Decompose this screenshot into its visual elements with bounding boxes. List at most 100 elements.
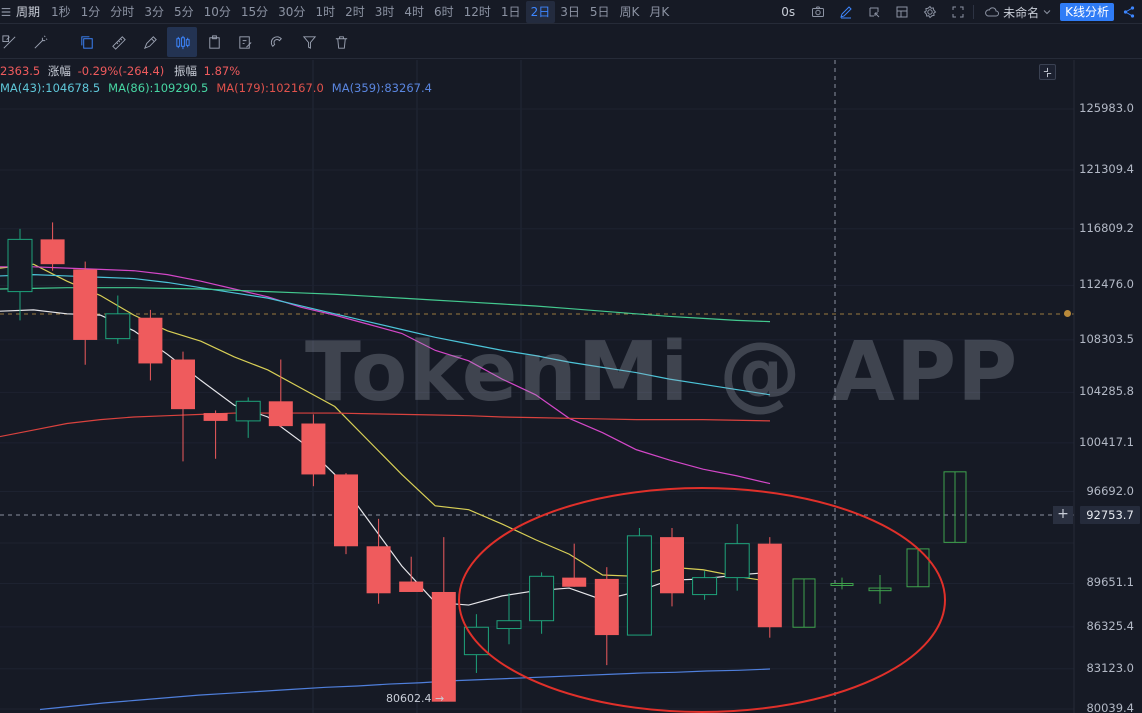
timeframe-list: 1秒 1分 分时 3分 5分 10分 15分 30分 1时 2时 3时 4时 6时 12时 1日 2日 3日 5日… [46, 0, 674, 23]
layout-icon[interactable] [891, 1, 913, 23]
candle-body-down [301, 423, 326, 475]
timeframe-19[interactable]: 月K [649, 4, 670, 19]
candlestick-chart[interactable] [0, 60, 1142, 713]
collapse-icon [1043, 67, 1052, 77]
pencil-icon[interactable] [835, 1, 857, 23]
chart-canvas[interactable] [0, 60, 1142, 713]
forecast-candle-body [943, 471, 967, 543]
collapse-legend-button[interactable] [1039, 64, 1056, 80]
candle-body-up [7, 238, 33, 293]
timeframe-16[interactable]: 3日 [560, 4, 580, 19]
amplitude-value: 1.87% [203, 64, 241, 78]
candle-body-up [724, 543, 750, 579]
candle-body-down [399, 581, 424, 592]
forecast-candle-body [830, 582, 854, 586]
timeframe-6[interactable]: 15分 [240, 4, 269, 19]
fullscreen-icon[interactable] [947, 1, 969, 23]
brush-tool-icon[interactable] [135, 27, 165, 57]
divider [973, 5, 975, 19]
ma-legend-item: MA(359):83267.4 [331, 81, 432, 95]
sidebar-toggle-icon[interactable] [0, 1, 12, 23]
candle-body-up [529, 575, 555, 622]
settings-icon[interactable] [919, 1, 941, 23]
timeframe-1[interactable]: 1分 [80, 4, 101, 19]
filter-tool-icon[interactable] [294, 27, 324, 57]
ma-legend-item: MA(179):102167.0 [216, 81, 324, 95]
candle-body-down [171, 359, 195, 410]
candle-body-down [268, 401, 293, 427]
timeframe-3[interactable]: 3分 [144, 4, 164, 19]
timeframe-14[interactable]: 1日 [500, 4, 521, 19]
ruler-tool-icon[interactable] [103, 27, 133, 57]
candle-body-down [334, 474, 358, 547]
timeframe-toolbar: 周期 1秒 1分 分时 3分 5分 10分 15分 30分 1时 2时 3时 4时 6时 12时 1日 2日 3… [0, 0, 1142, 24]
candle-body-up [496, 620, 522, 630]
candle-body-down [431, 591, 456, 702]
ma-line-blue [39, 668, 771, 711]
current-price-tag: 92753.7 [1080, 506, 1140, 524]
timeframe-18[interactable]: 周K [619, 4, 640, 19]
camera-icon[interactable] [807, 1, 829, 23]
price-axis-label: 83123.0 [1086, 660, 1134, 675]
drawing-toolbar [0, 25, 1142, 59]
clipboard-tool-icon[interactable] [199, 27, 229, 57]
share-icon[interactable] [1118, 1, 1140, 23]
timeframe-17[interactable]: 5日 [589, 4, 610, 19]
add-alert-button[interactable]: + [1053, 506, 1073, 524]
candle-body-up [692, 577, 718, 596]
ma-legend: MA(43):104678.5 MA(86):109290.5 MA(179):10… [0, 81, 440, 95]
forecast-candle-body [868, 587, 892, 592]
magnet-tool-icon[interactable] [262, 27, 292, 57]
price-axis-label: 89651.1 [1086, 575, 1134, 590]
timeframe-5[interactable]: 10分 [203, 4, 231, 19]
price-axis-label: 125983.0 [1079, 101, 1134, 115]
timeframe-11[interactable]: 4时 [404, 4, 424, 19]
timeframe-7[interactable]: 30分 [278, 4, 306, 19]
timeframe-8[interactable]: 1时 [315, 4, 336, 19]
amplitude-label: 振幅 [173, 64, 197, 78]
select-icon[interactable] [863, 1, 885, 23]
timeframe-9[interactable]: 2时 [345, 4, 365, 19]
candlestick-tool-icon[interactable] [167, 27, 197, 57]
price-axis-label: 116809.2 [1079, 220, 1134, 235]
ma-line-cyan [0, 274, 771, 396]
forecast-candle-body [792, 578, 816, 628]
timeframe-13[interactable]: 12时 [463, 4, 491, 19]
ma-line-green [0, 287, 771, 323]
layout-name: 未命名 [1003, 5, 1040, 20]
alert-marker[interactable] [1064, 310, 1071, 317]
candle-body-up [105, 313, 131, 340]
candle-body-down [594, 578, 619, 636]
edit-note-tool-icon[interactable] [230, 27, 260, 57]
timeframe-0[interactable]: 1秒 [51, 4, 71, 19]
layout-name-dropdown[interactable]: 未命名 [984, 4, 1052, 21]
copy-tool-icon[interactable] [72, 27, 102, 57]
candle-body-down [660, 537, 684, 594]
timeframe-2[interactable]: 分时 [110, 4, 135, 19]
low-price-value: 80602.4 [386, 692, 432, 705]
candle-body-down [40, 239, 65, 265]
timeframe-12[interactable]: 6时 [434, 4, 454, 19]
price-axis-label: 86325.4 [1086, 618, 1134, 633]
magic-tool-icon[interactable] [25, 27, 55, 57]
trash-tool-icon[interactable] [326, 27, 356, 57]
chevron-down-icon [1043, 10, 1051, 15]
timeframe-10[interactable]: 3时 [374, 4, 395, 19]
ma-legend-item: MA(43):104678.5 [0, 81, 101, 95]
crosshair-tool-icon[interactable] [0, 27, 24, 57]
watermark-text: TokenMi @ APP [305, 325, 1019, 420]
countdown-text: 0s [781, 5, 796, 19]
kline-analysis-button[interactable]: K线分析 [1060, 3, 1114, 21]
price-axis-label: 121309.4 [1079, 162, 1134, 177]
low-price-marker: 80602.4 → [386, 692, 444, 705]
timeframe-4[interactable]: 5分 [173, 4, 194, 19]
price-axis-label: 96692.0 [1086, 483, 1134, 498]
candle-body-down [203, 413, 228, 421]
candle-body-down [366, 546, 391, 594]
price-axis-label: 80039.4 [1086, 701, 1134, 713]
candle-body-up [235, 400, 261, 422]
timeframe-15[interactable]: 2日 [525, 0, 556, 23]
candle-body-down [138, 317, 163, 364]
ma-legend-item: MA(86):109290.5 [108, 81, 209, 95]
